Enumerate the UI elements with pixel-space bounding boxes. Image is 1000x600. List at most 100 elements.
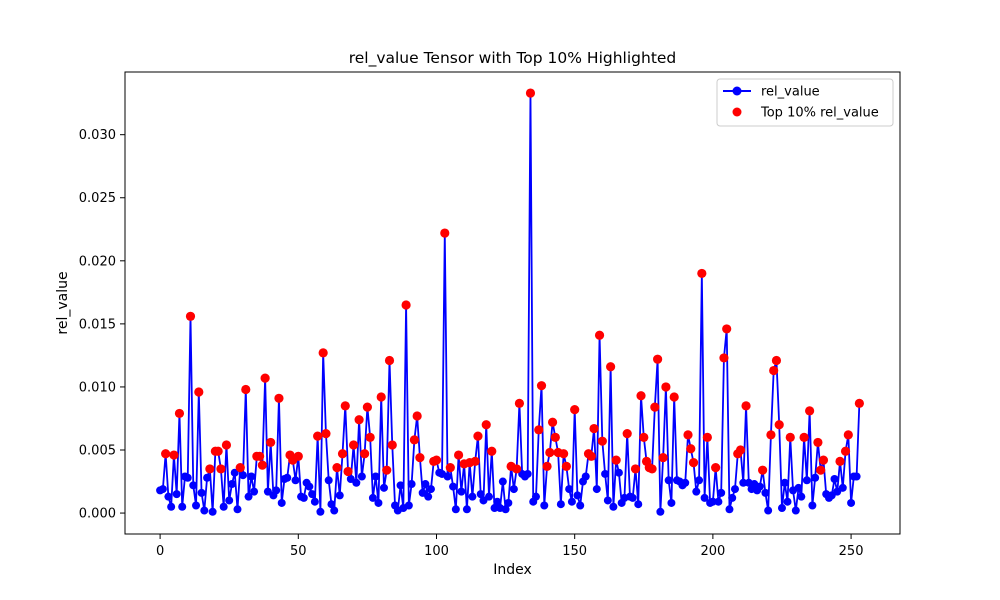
top-data-point <box>606 362 616 372</box>
data-point <box>299 493 308 502</box>
data-point <box>443 472 452 481</box>
x-tick-label: 250 <box>839 544 864 559</box>
top-data-point <box>194 387 204 397</box>
data-point <box>352 478 361 487</box>
top-data-point <box>774 420 784 430</box>
data-point <box>335 491 344 500</box>
data-point <box>523 469 532 478</box>
series-line-path <box>159 92 861 513</box>
top-data-point <box>384 355 395 366</box>
data-point <box>714 497 723 506</box>
y-tick-label: 0.005 <box>79 444 116 459</box>
data-point <box>695 476 704 485</box>
data-point <box>794 483 803 492</box>
legend-label-top-10: Top 10% rel_value <box>760 106 879 121</box>
data-point <box>164 492 173 501</box>
data-point <box>227 480 236 489</box>
data-point <box>811 473 820 482</box>
top-data-point <box>702 432 712 442</box>
data-point <box>424 492 433 501</box>
top-data-point <box>216 464 226 474</box>
top-data-point <box>711 463 721 473</box>
data-point <box>225 496 234 505</box>
top-data-point <box>525 88 536 98</box>
data-point <box>374 498 383 507</box>
top-data-point <box>514 398 525 408</box>
data-point <box>656 507 665 516</box>
data-point <box>764 506 773 515</box>
top-data-point <box>669 392 679 402</box>
data-point <box>404 501 413 510</box>
data-point <box>755 482 764 491</box>
top-data-point <box>473 431 483 441</box>
data-point <box>504 498 513 507</box>
top-data-point <box>412 411 422 421</box>
data-point <box>327 500 336 509</box>
data-point <box>852 472 861 481</box>
top-data-point <box>854 398 864 408</box>
data-point <box>247 472 256 481</box>
top-data-point <box>354 415 364 425</box>
data-point <box>700 493 709 502</box>
top-data-point <box>440 228 450 238</box>
data-point <box>664 476 673 485</box>
data-point <box>780 478 789 487</box>
top-data-point <box>318 348 328 358</box>
data-point <box>692 487 701 496</box>
top-data-point <box>785 432 795 442</box>
top-data-point <box>816 465 826 475</box>
top-data-point <box>313 431 323 441</box>
x-axis-label: Index <box>493 562 532 578</box>
data-point <box>462 505 471 514</box>
data-point <box>324 476 333 485</box>
data-point <box>739 478 748 487</box>
top-data-point <box>241 384 251 395</box>
top-data-point <box>348 440 359 450</box>
data-point <box>485 492 494 501</box>
top-data-point <box>650 402 660 412</box>
legend-marker-swatch-rel-value <box>732 86 742 96</box>
top-data-point <box>409 435 419 445</box>
top-data-point <box>257 460 267 470</box>
data-point <box>667 498 676 507</box>
top-data-point <box>161 449 171 459</box>
data-point <box>183 473 192 482</box>
data-point <box>172 490 181 499</box>
top-data-point <box>589 423 599 434</box>
data-point <box>239 471 248 480</box>
data-point <box>601 469 610 478</box>
data-point <box>305 482 314 491</box>
top-data-point <box>722 324 732 334</box>
data-point <box>308 490 317 499</box>
series-markers-top-10 <box>161 88 864 477</box>
data-point <box>167 502 176 511</box>
data-point <box>244 492 253 501</box>
top-data-point <box>536 381 547 391</box>
top-data-point <box>639 432 649 442</box>
legend-box <box>716 78 894 127</box>
top-data-point <box>360 449 370 459</box>
top-data-point <box>487 446 497 456</box>
top-data-point <box>401 300 411 310</box>
top-data-point <box>376 392 386 402</box>
x-axis: 0 50 100 150 200 250 <box>156 534 864 559</box>
top-data-point <box>647 464 657 474</box>
data-point <box>310 497 319 506</box>
top-data-point <box>174 408 185 419</box>
data-point <box>565 485 574 494</box>
top-data-point <box>686 444 696 454</box>
top-data-point <box>840 446 851 456</box>
top-data-point <box>559 449 569 459</box>
top-data-point <box>340 401 350 411</box>
data-point <box>277 498 286 507</box>
top-data-point <box>570 405 580 415</box>
y-tick-label: 0.030 <box>79 128 116 143</box>
data-point <box>847 498 856 507</box>
data-point <box>371 472 380 481</box>
y-tick-label: 0.020 <box>79 254 116 269</box>
top-data-point <box>758 465 768 475</box>
data-point <box>426 485 435 494</box>
top-data-point <box>337 449 348 459</box>
top-data-point <box>415 452 425 463</box>
